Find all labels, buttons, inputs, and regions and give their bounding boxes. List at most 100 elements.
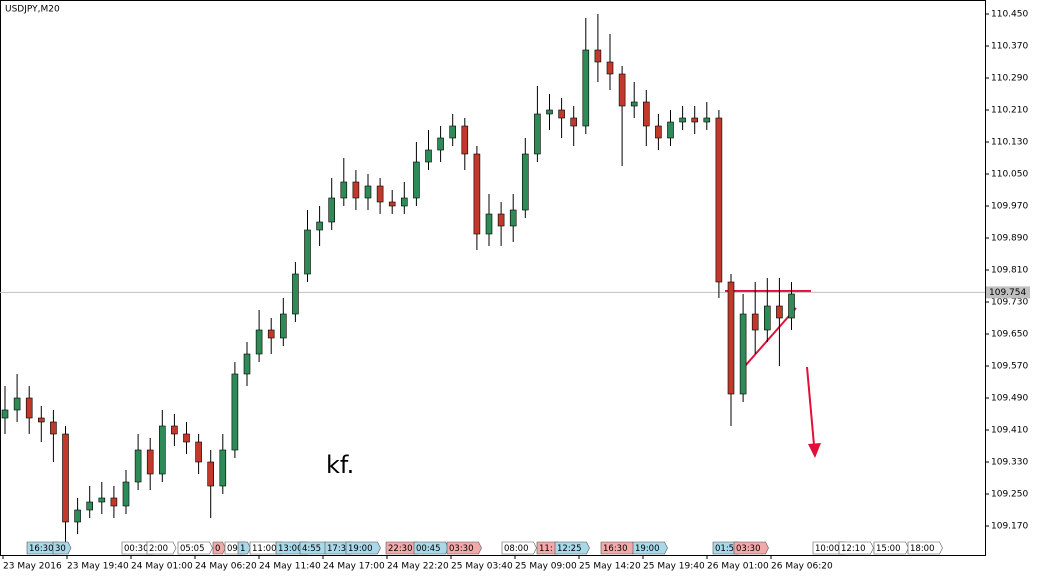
event-box — [345, 541, 381, 555]
y-tick-label: 110.450 — [991, 10, 1028, 20]
candle-body — [618, 73, 626, 107]
candle-body — [473, 153, 481, 235]
event-marker: 19:00 — [345, 541, 381, 555]
x-tick-label: 25 May 19:40 — [643, 562, 705, 572]
candle-body — [74, 509, 81, 523]
y-tick-label: 109.170 — [991, 522, 1028, 532]
event-box — [838, 541, 874, 555]
event-label: 18:00 — [910, 544, 935, 554]
event-marker: 0 — [212, 541, 226, 555]
event-label: 16:30 — [29, 544, 54, 554]
event-box — [733, 541, 769, 555]
candle-body — [691, 117, 699, 123]
candle-body — [497, 213, 505, 227]
x-tick-label: 24 May 01:00 — [131, 562, 193, 572]
y-tick-label: 109.570 — [991, 362, 1028, 372]
candle-body — [13, 397, 21, 411]
candle-body — [546, 109, 553, 115]
event-label: 09: — [227, 544, 241, 554]
y-tick-label: 110.130 — [991, 138, 1028, 148]
candle-body — [388, 201, 396, 207]
y-tick-label: 109.490 — [991, 394, 1028, 404]
candle-body — [776, 305, 783, 319]
candle-body — [146, 449, 154, 475]
event-label: 1 — [240, 544, 245, 554]
candle-body — [243, 353, 251, 375]
candle-body — [727, 281, 735, 395]
candle-body — [62, 433, 69, 523]
candle-body — [328, 197, 336, 223]
event-marker: 15:00 — [873, 541, 909, 555]
event-label: 11: — [539, 544, 553, 554]
event-marker: 00:45 — [413, 541, 449, 555]
candle-body — [279, 313, 287, 339]
y-tick-label: 109.650 — [991, 330, 1028, 340]
event-label: 01:5 — [715, 544, 734, 554]
candle-body — [364, 185, 372, 199]
event-marker: 08:00 — [501, 541, 537, 555]
candle-body — [509, 209, 517, 227]
event-marker: 30 — [52, 541, 72, 555]
event-box — [52, 541, 72, 555]
candle-body — [98, 497, 106, 503]
candle-body — [171, 425, 178, 435]
event-label: 05:05 — [180, 544, 205, 554]
event-label: 4:55 — [302, 544, 321, 554]
candle-body — [425, 149, 432, 163]
candle-body — [134, 449, 142, 483]
event-marker: 16:30 — [600, 541, 636, 555]
x-tick-label: 26 May 01:00 — [707, 562, 769, 572]
event-marker: 4:55 — [299, 541, 330, 555]
candle-body — [679, 117, 686, 123]
event-label: 00:30 — [124, 544, 149, 554]
candle-body — [485, 213, 493, 235]
y-tick-label: 109.250 — [991, 490, 1028, 500]
candle-body — [122, 481, 130, 507]
price-label: 109.754 — [989, 288, 1026, 298]
y-tick-label: 109.730 — [991, 298, 1028, 308]
event-box — [907, 541, 943, 555]
candle-body — [352, 181, 360, 199]
event-box — [554, 541, 590, 555]
candle-body — [606, 61, 614, 75]
candle-body — [25, 397, 33, 419]
candle-body — [570, 117, 578, 127]
y-tick-label: 109.810 — [991, 266, 1028, 276]
candle-body — [183, 433, 190, 443]
candle-body — [267, 329, 275, 339]
candle-body — [655, 125, 662, 139]
candle-body — [521, 153, 529, 211]
candle-body — [642, 101, 650, 127]
event-label: 08:00 — [504, 544, 529, 554]
y-tick-label: 109.410 — [991, 426, 1028, 436]
event-marker: 1 — [237, 541, 251, 555]
candle-body — [594, 49, 602, 63]
candle-body — [558, 109, 565, 119]
trend-line — [744, 307, 797, 367]
event-label: 13:00 — [278, 544, 303, 554]
event-box — [177, 541, 213, 555]
candle-body — [667, 121, 674, 139]
candle-body — [763, 305, 771, 331]
annotation: kf. — [326, 451, 354, 479]
event-label: 2:00 — [149, 544, 168, 554]
candle-body — [703, 117, 711, 123]
event-label: 03:30 — [736, 544, 761, 554]
arrow-shaft — [806, 366, 815, 446]
event-marker: 03:30 — [733, 541, 769, 555]
event-box — [873, 541, 909, 555]
candle-body — [715, 117, 723, 283]
x-tick-label: 23 May 19:40 — [67, 562, 129, 572]
candle-body — [376, 185, 384, 203]
candle-body — [340, 181, 348, 199]
event-label: 19:00 — [348, 544, 373, 554]
event-label: 10:00 — [815, 544, 840, 554]
event-box — [446, 541, 482, 555]
event-box — [501, 541, 537, 555]
y-tick-label: 110.290 — [991, 74, 1028, 84]
event-box — [212, 541, 226, 555]
candle-body — [449, 125, 457, 139]
candle-body — [316, 221, 323, 231]
candle-body — [207, 461, 214, 487]
candle-body — [86, 501, 93, 511]
